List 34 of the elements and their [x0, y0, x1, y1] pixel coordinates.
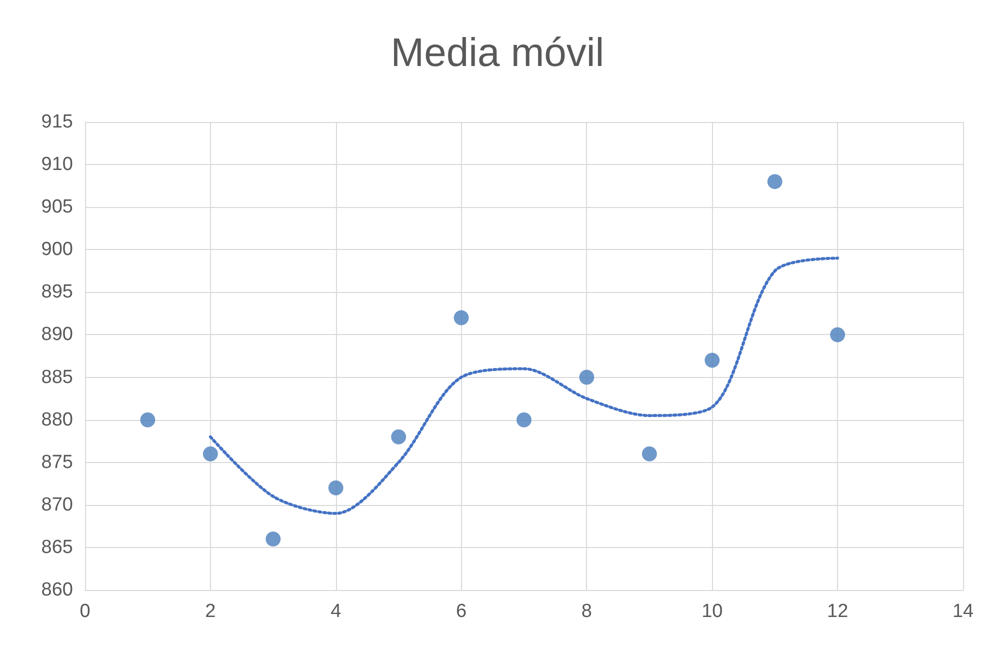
point [391, 429, 406, 444]
line-series [208, 256, 840, 515]
point [704, 352, 720, 368]
chart-title: Media móvil [390, 31, 604, 75]
x-tick-label: 2 [205, 601, 216, 622]
y-tick-label: 915 [41, 112, 73, 132]
point [266, 531, 281, 546]
y-tick-label: 875 [41, 452, 73, 473]
x-tick-label: 14 [952, 601, 974, 622]
y-tick-label: 890 [41, 324, 73, 346]
x-tick-label: 0 [80, 601, 90, 622]
point [140, 412, 156, 428]
y-tick-label: 860 [41, 580, 73, 600]
y-tick-label: 910 [41, 154, 73, 176]
y-tick-label: 905 [41, 196, 73, 218]
x-tick-label: 4 [330, 601, 342, 622]
point [579, 370, 594, 385]
x-tick-label: 8 [581, 601, 592, 622]
point [642, 446, 657, 462]
y-tick-label: 880 [41, 409, 73, 430]
y-tick-label: 885 [41, 366, 73, 388]
point [516, 412, 532, 428]
point [328, 480, 344, 496]
point [202, 446, 218, 462]
x-tick-label: 12 [827, 601, 848, 622]
y-tick-label: 865 [41, 536, 73, 558]
y-tick-label: 895 [41, 282, 73, 303]
y-tick-label: 900 [41, 239, 73, 260]
point [454, 310, 469, 326]
x-tick-label: 10 [702, 601, 723, 622]
x-tick-label: 6 [456, 601, 467, 622]
point [767, 174, 782, 190]
y-tick-label: 870 [41, 494, 73, 516]
point [830, 327, 846, 342]
